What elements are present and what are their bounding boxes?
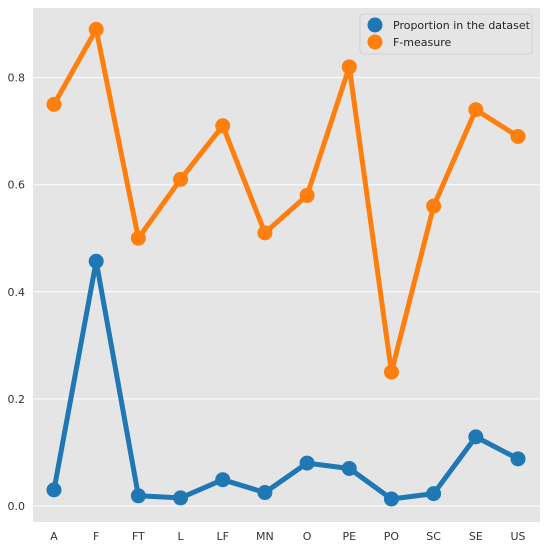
- x-tick-label: PE: [342, 530, 356, 543]
- data-point: [510, 129, 526, 144]
- x-tick-label: F: [93, 530, 99, 543]
- legend-marker-proportion: [367, 17, 383, 33]
- data-point: [383, 491, 399, 507]
- series-0: [46, 253, 526, 507]
- legend-box: [359, 13, 533, 55]
- x-tick-label: PO: [384, 530, 400, 543]
- legend-label-proportion: Proportion in the dataset: [393, 19, 531, 32]
- data-point: [130, 230, 146, 246]
- y-axis-ticks: 0.0 0.2 0.4 0.6 0.8: [8, 72, 26, 513]
- x-tick-label: US: [510, 530, 525, 543]
- x-tick-label: SE: [469, 530, 483, 543]
- data-point: [88, 21, 104, 37]
- data-point: [257, 225, 273, 241]
- data-point: [341, 59, 357, 75]
- x-tick-label: SC: [426, 530, 441, 543]
- data-point: [215, 118, 231, 134]
- grid-lines: [33, 77, 540, 507]
- data-point: [468, 102, 484, 118]
- x-tick-label: MN: [256, 530, 274, 543]
- series-layer: [46, 21, 526, 507]
- data-point: [46, 482, 62, 498]
- series-line: [51, 258, 521, 502]
- x-tick-label: LF: [216, 530, 228, 543]
- data-point: [173, 171, 189, 187]
- data-point: [257, 485, 273, 501]
- legend: Proportion in the dataset F-measure: [359, 13, 533, 55]
- data-point: [215, 472, 231, 488]
- data-point: [46, 96, 62, 112]
- y-tick-label: 0.6: [8, 179, 26, 192]
- series-line: [51, 26, 521, 375]
- plot-background: [33, 8, 540, 522]
- data-point: [88, 253, 104, 269]
- y-tick-label: 0.8: [8, 72, 26, 85]
- data-point: [130, 488, 146, 504]
- data-point: [426, 198, 442, 214]
- data-point: [299, 187, 315, 203]
- y-tick-label: 0.4: [8, 286, 26, 299]
- data-point: [468, 429, 484, 445]
- y-tick-label: 0.0: [8, 500, 26, 513]
- series-1: [46, 21, 526, 380]
- data-point: [510, 451, 526, 467]
- x-axis-ticks: A F FT L LF MN O PE PO SC SE US: [50, 530, 525, 543]
- data-point: [299, 455, 315, 471]
- legend-label-f-measure: F-measure: [393, 36, 452, 49]
- y-tick-label: 0.2: [8, 393, 26, 406]
- x-tick-label: FT: [132, 530, 145, 543]
- data-point: [426, 486, 442, 502]
- data-point: [383, 364, 399, 380]
- x-tick-label: A: [50, 530, 58, 543]
- x-tick-label: L: [177, 530, 184, 543]
- x-tick-label: O: [303, 530, 312, 543]
- legend-marker-f-measure: [367, 34, 383, 50]
- data-point: [341, 460, 357, 476]
- data-point: [173, 490, 189, 506]
